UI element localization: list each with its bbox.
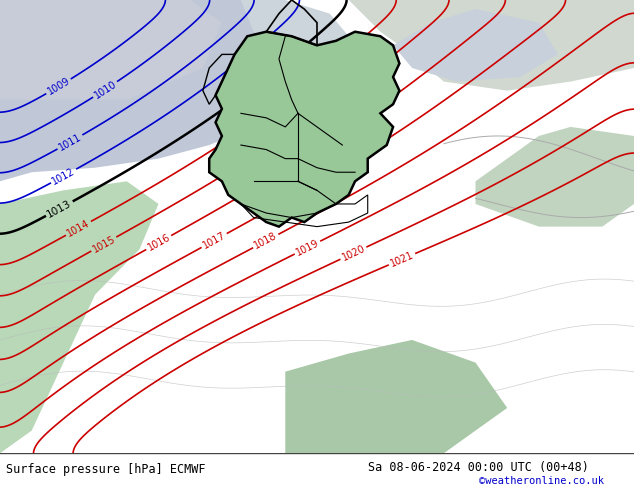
- Polygon shape: [0, 0, 222, 100]
- Polygon shape: [209, 32, 399, 226]
- Text: 1021: 1021: [389, 250, 415, 269]
- Polygon shape: [285, 340, 507, 453]
- Polygon shape: [241, 0, 349, 68]
- Text: 1009: 1009: [46, 76, 72, 97]
- Text: 1017: 1017: [201, 230, 228, 251]
- Text: 1019: 1019: [294, 238, 321, 258]
- Text: Surface pressure [hPa] ECMWF: Surface pressure [hPa] ECMWF: [6, 463, 206, 476]
- Text: 1020: 1020: [340, 244, 366, 263]
- Text: 1018: 1018: [252, 231, 279, 251]
- Text: 1014: 1014: [65, 218, 91, 239]
- Text: 1012: 1012: [51, 166, 77, 186]
- Polygon shape: [393, 9, 558, 81]
- Polygon shape: [476, 127, 634, 226]
- Polygon shape: [349, 0, 634, 91]
- Text: 1010: 1010: [92, 78, 118, 100]
- Text: Sa 08-06-2024 00:00 UTC (00+48): Sa 08-06-2024 00:00 UTC (00+48): [368, 461, 588, 474]
- Text: 1016: 1016: [146, 232, 172, 253]
- Polygon shape: [0, 0, 304, 181]
- Text: 1015: 1015: [91, 234, 117, 254]
- Text: ©weatheronline.co.uk: ©weatheronline.co.uk: [479, 476, 604, 486]
- Text: 1011: 1011: [57, 132, 83, 152]
- Polygon shape: [0, 181, 158, 453]
- Text: 1013: 1013: [46, 198, 74, 220]
